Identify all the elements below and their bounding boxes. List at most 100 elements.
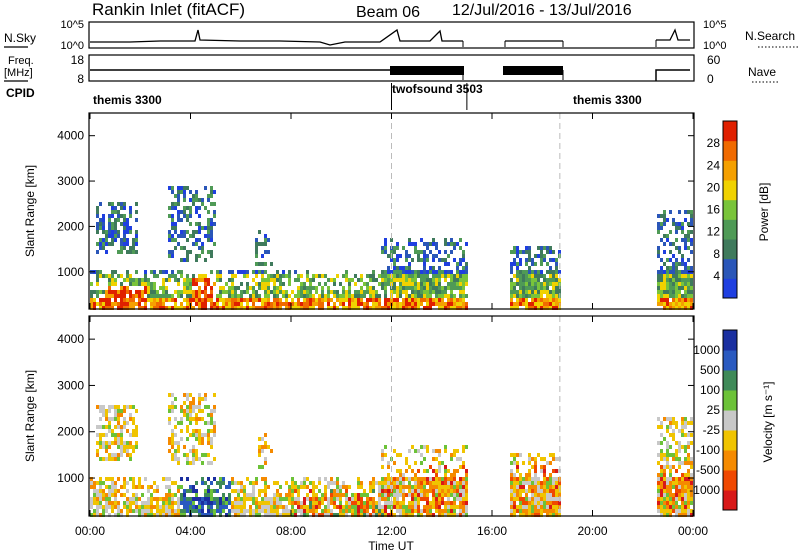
cell — [195, 302, 198, 306]
cell — [351, 306, 354, 310]
cell — [549, 266, 552, 270]
cell — [423, 505, 426, 509]
cell — [522, 485, 525, 489]
cell — [690, 485, 693, 489]
cell — [135, 409, 138, 413]
cell — [453, 294, 456, 298]
cell — [678, 274, 681, 278]
cell — [417, 294, 420, 298]
cell — [669, 250, 672, 254]
cell — [678, 477, 681, 481]
cell — [432, 290, 435, 294]
cell — [528, 266, 531, 270]
cell — [168, 238, 171, 242]
cell — [546, 477, 549, 481]
cell — [150, 286, 153, 290]
cell — [102, 298, 105, 302]
cell — [210, 238, 213, 242]
cell — [414, 250, 417, 254]
cell — [462, 286, 465, 290]
cell — [303, 509, 306, 513]
cell — [201, 306, 204, 310]
power-ylabel: Slant Range [km] — [23, 165, 37, 257]
cell — [462, 290, 465, 294]
ytick-label: 2000 — [57, 425, 84, 439]
ytick-label: 3000 — [57, 378, 84, 392]
cell — [120, 250, 123, 254]
cell — [462, 302, 465, 306]
cell — [327, 278, 330, 282]
cell — [258, 286, 261, 290]
cell — [432, 449, 435, 453]
cell — [429, 306, 432, 310]
cell — [372, 270, 375, 274]
cell — [186, 417, 189, 421]
cell — [423, 270, 426, 274]
cell — [117, 457, 120, 461]
cell — [270, 274, 273, 278]
cell — [177, 485, 180, 489]
cell — [396, 286, 399, 290]
cell — [129, 441, 132, 445]
cell — [462, 306, 465, 310]
cell — [420, 485, 423, 489]
cell — [684, 266, 687, 270]
cell — [678, 497, 681, 501]
cell — [558, 270, 561, 274]
cell — [309, 306, 312, 310]
cell — [129, 210, 132, 214]
cell — [417, 302, 420, 306]
cell — [96, 210, 99, 214]
cell — [453, 505, 456, 509]
cell — [123, 405, 126, 409]
cell — [447, 489, 450, 493]
cell — [423, 485, 426, 489]
cell — [249, 298, 252, 302]
cell — [225, 513, 228, 517]
cell — [273, 286, 276, 290]
cell — [141, 282, 144, 286]
cell — [111, 509, 114, 513]
cell — [462, 270, 465, 274]
cell — [120, 413, 123, 417]
cell — [681, 429, 684, 433]
cell — [138, 306, 141, 310]
cell — [417, 274, 420, 278]
cell — [393, 298, 396, 302]
cell — [393, 266, 396, 270]
cell — [129, 501, 132, 505]
cell — [456, 449, 459, 453]
cell — [174, 274, 177, 278]
cell — [399, 481, 402, 485]
cell — [666, 238, 669, 242]
cell — [111, 429, 114, 433]
cell — [249, 294, 252, 298]
cell — [306, 505, 309, 509]
cell — [684, 238, 687, 242]
cell — [291, 481, 294, 485]
cell — [660, 453, 663, 457]
cell — [546, 298, 549, 302]
cell — [90, 290, 93, 294]
cell — [126, 274, 129, 278]
cell — [438, 505, 441, 509]
cell — [675, 513, 678, 517]
cell — [144, 505, 147, 509]
cell — [303, 501, 306, 505]
cell — [240, 298, 243, 302]
cell — [144, 290, 147, 294]
cell — [393, 258, 396, 262]
cell — [294, 501, 297, 505]
cell — [153, 513, 156, 517]
cell — [174, 425, 177, 429]
cell — [102, 306, 105, 310]
cell — [666, 270, 669, 274]
cell — [390, 290, 393, 294]
cell — [417, 485, 420, 489]
cell — [441, 270, 444, 274]
cell — [438, 274, 441, 278]
cell — [660, 421, 663, 425]
cell — [453, 278, 456, 282]
cell — [276, 298, 279, 302]
